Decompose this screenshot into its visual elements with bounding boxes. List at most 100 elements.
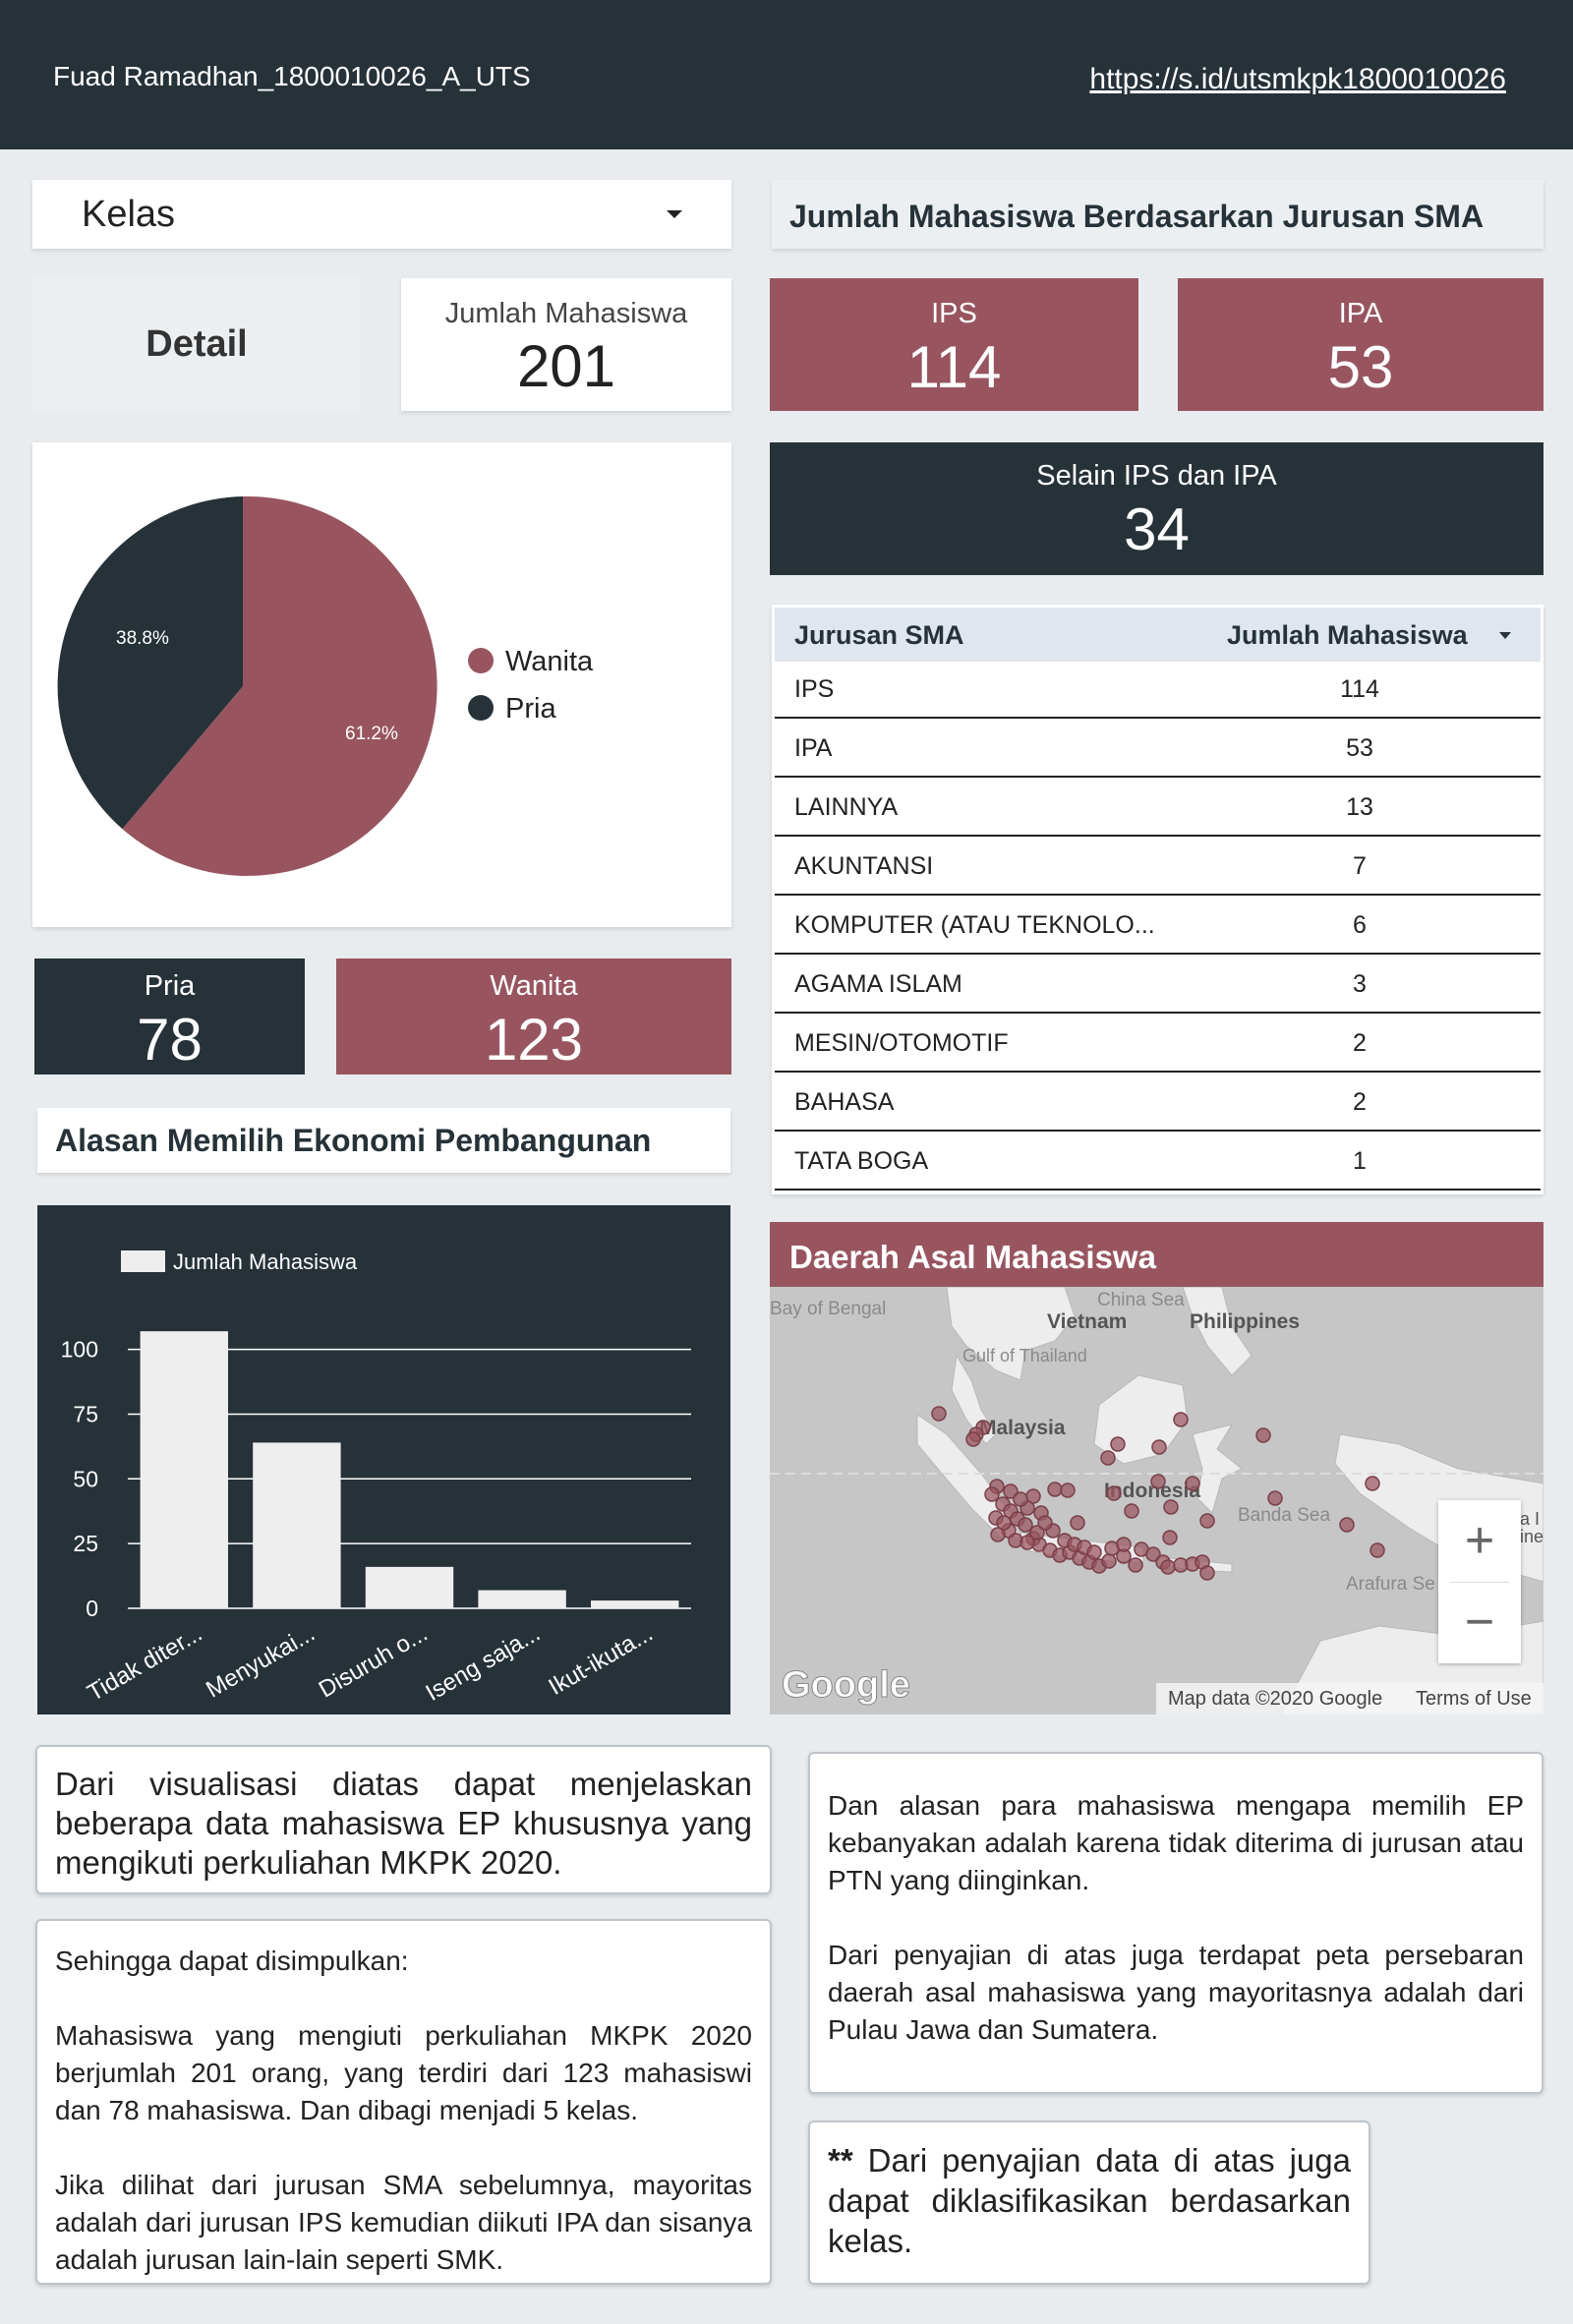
map-marker[interactable] <box>1018 1517 1033 1533</box>
map-marker[interactable] <box>1160 1559 1176 1575</box>
map-marker[interactable] <box>1150 1474 1166 1489</box>
row-jurusan: IPA <box>794 734 833 762</box>
map-marker[interactable] <box>1255 1427 1271 1443</box>
map-title-bar: Daerah Asal Mahasiswa <box>770 1222 1544 1287</box>
map-marker[interactable] <box>1185 1476 1200 1491</box>
map-label-png-2: ine <box>1520 1527 1544 1546</box>
ipa-scorecard: IPA 53 <box>1178 278 1544 411</box>
chevron-down-icon <box>667 210 682 218</box>
map-marker[interactable] <box>1124 1503 1139 1519</box>
alasan-bar-chart: Jumlah Mahasiswa 0 25 50 75 100 Tidak diter..… <box>61 1249 691 1707</box>
chart-bar[interactable] <box>478 1590 566 1608</box>
total-value: 201 <box>516 333 616 399</box>
chart-bar[interactable] <box>365 1566 454 1608</box>
pie-slice-pria[interactable] <box>57 496 244 830</box>
row-jurusan: AGAMA ISLAM <box>794 970 962 998</box>
table-header-jumlah[interactable]: Jumlah Mahasiswa <box>1227 620 1468 650</box>
other-scorecard: Selain IPS dan IPA 34 <box>770 442 1544 575</box>
map-marker[interactable] <box>1163 1499 1179 1515</box>
map-marker[interactable] <box>1267 1490 1283 1506</box>
other-label: Selain IPS dan IPA <box>1036 460 1277 492</box>
row-jumlah: 13 <box>1346 793 1373 821</box>
map-marker[interactable] <box>1100 1450 1116 1466</box>
pie-slice-wanita[interactable] <box>122 495 437 876</box>
note-box-conclusion: Sehingga dapat disimpulkan: Mahasiswa ya… <box>35 1919 772 2285</box>
map-marker[interactable] <box>1365 1476 1380 1491</box>
chart-legend-swatch <box>121 1250 165 1272</box>
wanita-scorecard: Wanita 123 <box>336 959 731 1075</box>
report-title: Fuad Ramadhan_1800010026_A_UTS <box>53 61 531 91</box>
pie-label-pria: 38.8% <box>116 628 169 649</box>
table-row: KOMPUTER (ATAU TEKNOLO... 6 <box>775 898 1541 955</box>
chart-ytick-label: 50 <box>73 1466 98 1491</box>
map-terms-link[interactable]: Terms of Use <box>1416 1688 1532 1710</box>
map-marker[interactable] <box>1047 1482 1063 1497</box>
map-marker[interactable] <box>1339 1517 1355 1533</box>
map-marker[interactable] <box>1173 1412 1189 1427</box>
map-marker[interactable] <box>1029 1525 1045 1540</box>
row-jurusan: LAINNYA <box>794 793 899 821</box>
map-marker[interactable] <box>1145 1546 1161 1562</box>
map-marker[interactable] <box>1110 1436 1126 1452</box>
map-label-arafura-sea: Arafura Se <box>1346 1574 1435 1595</box>
chart-xtick-label: Ikut-ikuta... <box>545 1620 658 1701</box>
map-marker[interactable] <box>1003 1483 1019 1499</box>
legend-swatch-pria <box>468 695 494 721</box>
row-jumlah: 7 <box>1353 852 1367 880</box>
note-conclusion-p1: Mahasiswa yang mengiuti perkuliahan MKPK… <box>55 2020 752 2125</box>
map-attribution: Map data ©2020 Google <box>1168 1688 1383 1710</box>
chart-ytick-label: 75 <box>73 1401 98 1426</box>
chart-xtick-label: Iseng saja... <box>422 1620 546 1707</box>
chart-bar[interactable] <box>591 1600 679 1608</box>
map-marker[interactable] <box>1116 1537 1132 1552</box>
map-marker[interactable] <box>990 1527 1006 1542</box>
map-markers[interactable] <box>931 1406 1385 1581</box>
other-value: 34 <box>1124 496 1190 562</box>
legend-label-pria: Pria <box>505 693 556 725</box>
zoom-out-button[interactable]: − <box>1464 1594 1495 1651</box>
map-marker[interactable] <box>984 1486 1000 1502</box>
map-marker[interactable] <box>1128 1557 1143 1573</box>
table-row: AGAMA ISLAM 3 <box>775 957 1541 1014</box>
pria-value: 78 <box>137 1007 203 1073</box>
map-label-china-sea: China Sea <box>1097 1290 1185 1310</box>
map-marker[interactable] <box>1151 1439 1167 1455</box>
map-label-bay-of-bengal: Bay of Bengal <box>770 1299 886 1319</box>
ips-scorecard: IPS 114 <box>770 278 1138 411</box>
map-marker[interactable] <box>1199 1565 1215 1581</box>
map-marker[interactable] <box>1086 1544 1102 1560</box>
map-label-malaysia: Malaysia <box>979 1417 1066 1439</box>
ips-value: 114 <box>906 334 1002 400</box>
map-marker[interactable] <box>1199 1513 1215 1529</box>
region-map[interactable]: Bay of Bengal China Sea Vietnam Philippi… <box>770 1287 1544 1714</box>
map-marker[interactable] <box>1162 1530 1178 1545</box>
map-marker[interactable] <box>1070 1515 1085 1531</box>
jurusan-title-card: Jumlah Mahasiswa Berdasarkan Jurusan SMA <box>772 180 1544 249</box>
map-marker[interactable] <box>965 1431 981 1447</box>
map-marker[interactable] <box>1369 1542 1385 1558</box>
map-marker[interactable] <box>1013 1491 1028 1507</box>
map-marker[interactable] <box>1037 1515 1053 1531</box>
sort-desc-icon[interactable] <box>1499 632 1511 639</box>
table-header-jurusan[interactable]: Jurusan SMA <box>794 620 964 650</box>
alasan-title-card: Alasan Memilih Ekonomi Pembangunan <box>37 1108 730 1173</box>
zoom-in-button[interactable]: + <box>1464 1512 1495 1569</box>
total-scorecard: Jumlah Mahasiswa 201 <box>401 278 731 411</box>
map-marker[interactable] <box>1106 1485 1122 1501</box>
map-label-philippines: Philippines <box>1190 1310 1300 1333</box>
detail-button[interactable]: Detail <box>32 278 361 411</box>
report-link[interactable]: https://s.id/utsmkpk1800010026 <box>1089 63 1506 95</box>
map-marker[interactable] <box>996 1515 1012 1531</box>
chart-ytick-label: 25 <box>73 1531 98 1556</box>
kelas-dropdown[interactable]: Kelas <box>32 180 731 249</box>
map-marker[interactable] <box>1060 1482 1076 1498</box>
map-marker[interactable] <box>1101 1553 1117 1569</box>
map-marker[interactable] <box>931 1406 947 1422</box>
note-alasan-p2: Dari penyajian di atas juga terdapat pet… <box>828 1940 1524 2045</box>
note-conclusion-p2: Jika dilihat dari jurusan SMA sebelumnya… <box>55 2170 752 2275</box>
chart-bar[interactable] <box>253 1442 341 1608</box>
map-marker[interactable] <box>1020 1535 1035 1550</box>
table-header: Jurusan SMA Jumlah Mahasiswa <box>775 608 1541 662</box>
chart-bar[interactable] <box>140 1331 228 1608</box>
legend-swatch-wanita <box>468 648 494 673</box>
